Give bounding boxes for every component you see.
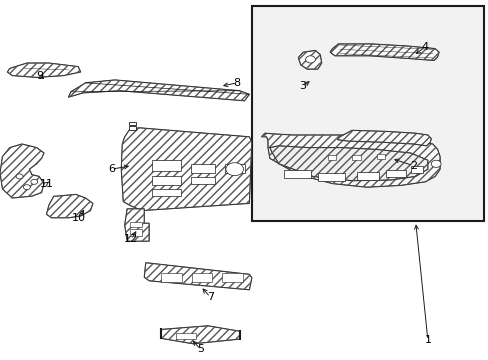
Polygon shape xyxy=(298,50,321,69)
Circle shape xyxy=(31,179,38,184)
Text: 5: 5 xyxy=(197,344,203,354)
Text: 2: 2 xyxy=(409,161,416,171)
Bar xyxy=(356,172,378,180)
Text: 8: 8 xyxy=(233,78,240,88)
Bar xyxy=(224,164,244,173)
Text: 9: 9 xyxy=(37,71,43,81)
Bar xyxy=(191,273,212,282)
Polygon shape xyxy=(68,80,249,101)
Bar xyxy=(251,6,483,221)
Bar xyxy=(151,189,181,196)
Polygon shape xyxy=(261,133,439,187)
Polygon shape xyxy=(7,63,81,77)
Bar xyxy=(283,170,310,178)
Polygon shape xyxy=(337,130,430,146)
Text: 7: 7 xyxy=(206,292,213,302)
Bar xyxy=(176,333,195,339)
Bar xyxy=(129,222,142,227)
Bar xyxy=(151,176,181,185)
Circle shape xyxy=(430,160,440,167)
Text: 12: 12 xyxy=(124,234,138,244)
Bar xyxy=(151,160,181,171)
Bar xyxy=(386,170,405,177)
Text: 6: 6 xyxy=(108,164,115,174)
Bar xyxy=(410,166,422,173)
Bar xyxy=(222,273,242,282)
Polygon shape xyxy=(46,194,93,218)
Circle shape xyxy=(23,185,30,190)
Text: 1: 1 xyxy=(424,335,430,345)
Circle shape xyxy=(305,56,315,63)
Polygon shape xyxy=(269,146,427,181)
Circle shape xyxy=(225,163,243,176)
Text: 4: 4 xyxy=(421,42,428,52)
Polygon shape xyxy=(129,122,136,125)
Polygon shape xyxy=(329,44,438,60)
Polygon shape xyxy=(161,326,239,344)
Bar xyxy=(351,155,360,160)
Polygon shape xyxy=(128,126,136,130)
Bar xyxy=(327,155,336,160)
Bar xyxy=(190,164,215,173)
Polygon shape xyxy=(124,209,149,241)
Bar xyxy=(376,154,385,159)
Polygon shape xyxy=(121,128,251,211)
Text: 10: 10 xyxy=(72,213,86,223)
Bar xyxy=(190,177,215,184)
Polygon shape xyxy=(0,144,44,198)
Text: 11: 11 xyxy=(40,179,53,189)
Circle shape xyxy=(16,174,23,179)
Polygon shape xyxy=(144,263,251,290)
Bar xyxy=(129,229,142,236)
Bar xyxy=(317,173,344,181)
Text: 3: 3 xyxy=(299,81,306,91)
Bar xyxy=(161,273,182,282)
